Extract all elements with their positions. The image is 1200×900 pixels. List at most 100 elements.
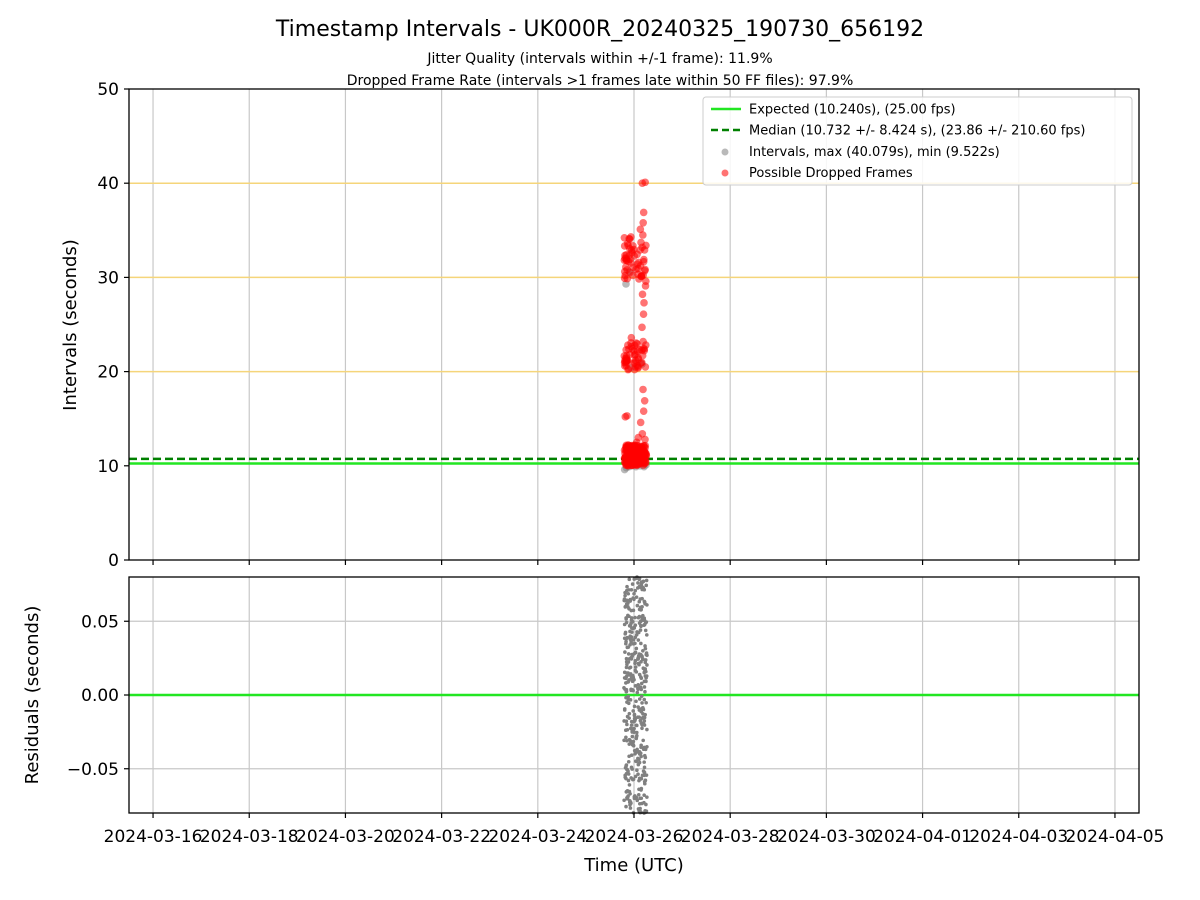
residual-point (639, 754, 643, 759)
residual-point (625, 680, 630, 684)
intervals-y-tick-label: 40 (97, 174, 119, 194)
residual-point (643, 747, 648, 752)
residual-point (633, 661, 637, 666)
residual-point (623, 765, 628, 770)
residual-point (632, 712, 637, 717)
x-tick-label: 2024-03-18 (200, 827, 299, 847)
residual-point (636, 686, 640, 690)
residual-point (628, 726, 633, 731)
x-tick-label: 2024-03-30 (777, 827, 876, 847)
residual-point (639, 681, 644, 686)
residual-point (624, 660, 629, 664)
dropped-frame-point (639, 310, 648, 318)
residual-point (631, 596, 635, 600)
residual-point (642, 723, 647, 727)
residuals-y-ticks: −0.05 0.00 0.05 (67, 612, 129, 780)
intervals-legend: Expected (10.240s), (25.00 fps) Median (… (702, 96, 1133, 186)
residual-point (627, 711, 632, 716)
dropped-frame-point (630, 341, 639, 350)
intervals-y-tick-label: 20 (97, 363, 119, 383)
residual-point (633, 759, 638, 763)
dropped-frame-point (641, 265, 649, 274)
residual-point (634, 595, 639, 599)
residual-point (628, 800, 633, 804)
residual-point (626, 759, 631, 764)
dropped-frame-point (633, 457, 641, 466)
residual-point (622, 597, 627, 601)
residual-point (640, 726, 644, 731)
residual-point (642, 715, 647, 720)
residual-point (644, 633, 649, 637)
residual-point (628, 739, 633, 743)
x-tick-label: 2024-03-22 (392, 827, 491, 847)
residual-point (627, 656, 632, 661)
x-tick-label: 2024-03-24 (488, 827, 587, 847)
residual-point (635, 586, 640, 590)
intervals-y-tick-label: 50 (97, 80, 119, 100)
residuals-y-tick-label: 0.05 (81, 612, 119, 632)
residual-point (633, 794, 637, 798)
dropped-frame-point (641, 178, 649, 187)
residual-point (641, 613, 645, 618)
residuals-panel: −0.050.000.05 2024-03-162024-03-182024-0… (22, 575, 1164, 876)
residual-point (636, 756, 640, 761)
residual-point (632, 591, 636, 596)
residual-point (639, 694, 644, 698)
chart-subtitle-jitter: Jitter Quality (intervals within +/-1 fr… (426, 51, 772, 67)
residual-point (642, 753, 647, 758)
legend-dropped-swatch (721, 169, 729, 177)
residual-point (636, 661, 641, 666)
residual-point (642, 697, 647, 702)
residual-point (627, 577, 632, 582)
chart-subtitle-dropped: Dropped Frame Rate (intervals >1 frames … (347, 73, 854, 89)
residual-point (632, 577, 637, 581)
residual-point (629, 753, 634, 757)
dropped-frame-point (636, 225, 645, 234)
residual-point (638, 619, 643, 624)
residual-point (624, 735, 628, 740)
residuals-points (622, 575, 649, 815)
residual-point (630, 652, 634, 657)
intervals-x-ticks (152, 560, 1116, 565)
dropped-frame-point (623, 412, 631, 420)
dropped-frame-point (639, 407, 648, 415)
residual-point (623, 630, 628, 635)
dropped-frame-point (640, 397, 649, 405)
residual-point (624, 603, 629, 608)
dropped-frame-point (639, 461, 648, 469)
residual-point (633, 635, 638, 640)
legend-median-label: Median (10.732 +/- 8.424 s), (23.86 +/- … (749, 124, 1085, 139)
residual-point (629, 640, 633, 644)
residuals-x-ticks: 2024-03-162024-03-182024-03-202024-03-22… (104, 813, 1164, 847)
residual-point (631, 709, 636, 713)
residual-point (629, 616, 634, 620)
dropped-frame-point (634, 258, 643, 267)
residual-point (628, 665, 633, 670)
residual-point (633, 665, 638, 669)
residual-point (643, 674, 648, 678)
dropped-frame-point (634, 353, 642, 362)
residual-point (644, 583, 649, 588)
residual-point (629, 687, 633, 692)
residual-point (622, 636, 627, 641)
dropped-frame-point (629, 359, 638, 368)
residual-point (637, 577, 642, 582)
residual-point (634, 736, 639, 741)
dropped-frame-point (639, 337, 647, 346)
residual-point (637, 697, 642, 701)
residual-point (636, 682, 641, 687)
dropped-frame-point (637, 346, 646, 354)
residual-point (641, 666, 646, 671)
residual-point (635, 603, 640, 608)
dropped-frame-point (620, 267, 629, 276)
residual-point (634, 646, 639, 651)
residual-point (634, 699, 638, 704)
intervals-y-ticks: 0 10 20 30 40 50 (97, 80, 129, 571)
dropped-frame-point (641, 282, 650, 290)
residual-point (636, 654, 641, 658)
residual-point (637, 750, 642, 754)
residual-point (628, 803, 632, 807)
residual-point (624, 656, 629, 661)
residual-point (643, 628, 648, 633)
residual-point (638, 605, 643, 610)
